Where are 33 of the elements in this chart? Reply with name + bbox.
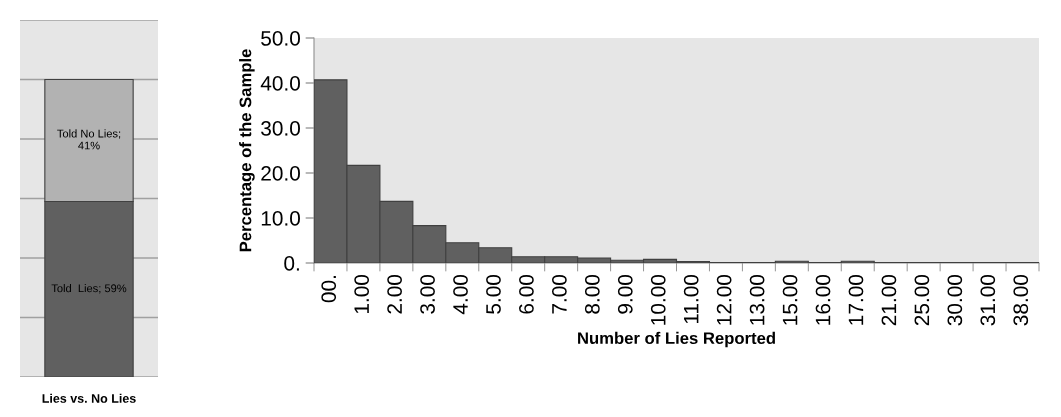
x-tick-label: 11.00 (683, 274, 699, 324)
y-tick-label: 0. (284, 256, 299, 271)
data-label: Told No Lies; 41% (57, 129, 121, 150)
data-label: Told Lies; 59% (51, 284, 127, 294)
x-tick-label: 7.00 (552, 274, 567, 314)
x-tick-label: 2.00 (387, 274, 402, 314)
y-tick-label: 30.0 (261, 121, 300, 136)
x-tick-label: 25.00 (914, 274, 930, 326)
x-tick-label: 17.00 (848, 274, 864, 325)
x-tick-label: 5.00 (486, 274, 501, 314)
x-tick-label: 31.00 (980, 274, 996, 326)
x-tick-label: 38.00 (1013, 274, 1029, 326)
x-tick-label: 6.00 (519, 274, 534, 314)
y-tick-label: 50.0 (261, 31, 300, 46)
y-tick-label: 40.0 (260, 76, 300, 91)
y-tick-label: 20.0 (261, 166, 300, 181)
x-tick-label: 16.00 (815, 274, 831, 325)
y-axis-title: Percentage of the Sample (239, 49, 255, 252)
x-tick-label: 1.00 (354, 274, 370, 314)
x-tick-label: 4.00 (453, 274, 468, 315)
x-tick-label: 00. (321, 276, 337, 303)
x-tick-label: 3.00 (420, 274, 435, 314)
x-tick-label: 30.00 (947, 274, 963, 326)
x-tick-label: Lies vs. No Lies (42, 393, 136, 403)
x-axis-title: Number of Lies Reported (578, 331, 775, 348)
x-tick-label: 13.00 (749, 274, 765, 325)
x-tick-label: 12.00 (716, 274, 732, 325)
x-tick-label: 21.00 (881, 274, 897, 326)
x-tick-label: 8.00 (584, 274, 600, 314)
x-tick-label: 9.00 (617, 274, 633, 314)
x-tick-label: 10.00 (650, 274, 666, 325)
y-tick-label: 10.0 (261, 211, 300, 226)
x-tick-label: 15.00 (782, 274, 798, 325)
